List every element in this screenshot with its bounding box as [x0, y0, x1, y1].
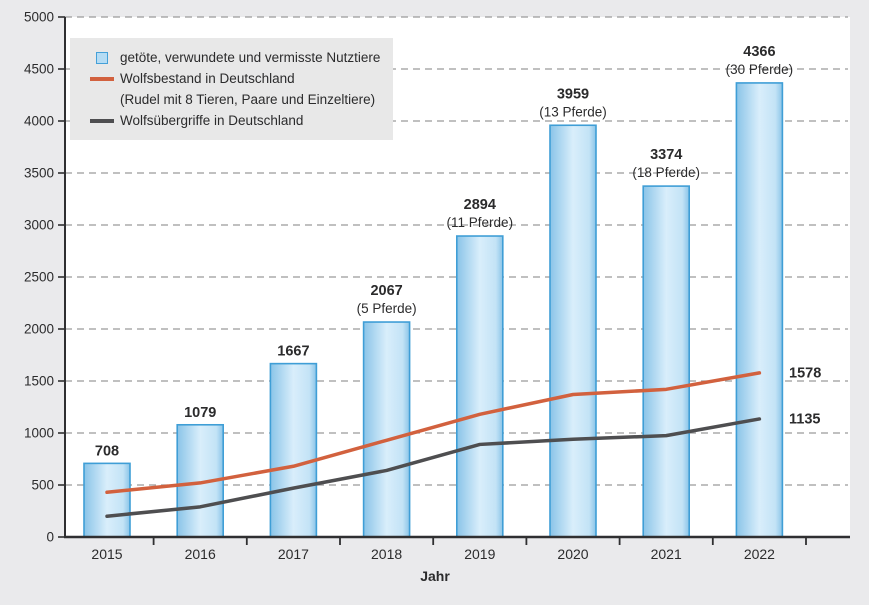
wolfsuebergriffe-line — [105, 417, 762, 518]
legend-item-wolfsuebergriffe: Wolfsübergriffe in Deutschland — [84, 110, 383, 131]
x-tick-label-2021: 2021 — [651, 546, 682, 562]
x-tick-label-2017: 2017 — [278, 546, 309, 562]
y-tick-label-2000: 2000 — [24, 322, 54, 337]
bar-value-2021: 3374 — [650, 147, 682, 163]
x-axis-title: Jahr — [420, 568, 450, 584]
bar-2022 — [735, 82, 784, 538]
y-tick-label-1000: 1000 — [24, 426, 54, 441]
y-tick-label-2500: 2500 — [24, 270, 54, 285]
legend-marker-cell — [84, 76, 120, 81]
x-tick-label-2018: 2018 — [371, 546, 402, 562]
legend-marker-cell — [84, 118, 120, 123]
y-tick-label-500: 500 — [31, 478, 54, 493]
bar-value-2015: 708 — [95, 443, 119, 459]
legend-item-nutztiere: getöte, verwundete und vermisste Nutztie… — [84, 47, 383, 68]
legend: getöte, verwundete und vermisste Nutztie… — [70, 38, 393, 140]
bar-annotation-2019: (11 Pferde) — [447, 215, 514, 230]
bar-value-2022: 4366 — [743, 44, 775, 60]
y-axis: 0 500 1000 1500 2000 2500 3000 3500 4000 4500 5000 — [24, 10, 66, 545]
wolfsuebergriffe-line-end-label: 1135 — [789, 411, 820, 427]
x-tick-label-2020: 2020 — [557, 546, 588, 562]
wolfsbestand-line-end-label: 1578 — [789, 365, 821, 381]
orange-line-icon — [90, 76, 114, 81]
bar-annotation-2022: (30 Pferde) — [726, 62, 794, 77]
bar-annotation-2020: (13 Pferde) — [539, 104, 607, 119]
y-tick-label-1500: 1500 — [24, 374, 54, 389]
wolfsbestand-line — [105, 371, 762, 495]
legend-item-wolfsbestand: Wolfsbestand in Deutschland — [84, 68, 383, 89]
y-tick-label-0: 0 — [46, 530, 54, 545]
bar-value-2019: 2894 — [464, 197, 496, 213]
bar-annotation-2021: (18 Pferde) — [632, 165, 700, 180]
bar-annotation-2018: (5 Pferde) — [357, 301, 417, 316]
legend-item-wolfsbestand-sub: (Rudel mit 8 Tieren, Paare und Einzeltie… — [84, 89, 383, 110]
bar-2018 — [362, 321, 411, 538]
bar-2015 — [83, 462, 131, 538]
bar-value-2020: 3959 — [557, 86, 589, 102]
bar-value-2016: 1079 — [184, 405, 216, 421]
legend-label: getöte, verwundete und vermisste Nutztie… — [120, 50, 381, 65]
y-tick-label-4000: 4000 — [24, 114, 54, 129]
legend-marker-cell — [84, 51, 120, 64]
bar-2019 — [455, 235, 504, 538]
gray-line-icon — [90, 118, 114, 123]
x-tick-label-2016: 2016 — [185, 546, 216, 562]
bar-value-2017: 1667 — [277, 344, 309, 360]
bar-value-2018: 2067 — [370, 283, 402, 299]
bar-2017 — [269, 362, 318, 538]
bar-swatch-icon — [96, 51, 108, 64]
x-tick-label-2015: 2015 — [91, 546, 122, 562]
legend-label: Wolfsübergriffe in Deutschland — [120, 113, 304, 128]
bar-2020 — [549, 124, 597, 538]
x-tick-label-2022: 2022 — [744, 546, 775, 562]
y-tick-label-4500: 4500 — [24, 62, 54, 77]
x-tick-label-2019: 2019 — [464, 546, 495, 562]
bar-2021 — [642, 185, 691, 538]
y-tick-label-3000: 3000 — [24, 218, 54, 233]
y-tick-label-5000: 5000 — [24, 10, 54, 25]
legend-sublabel: (Rudel mit 8 Tieren, Paare und Einzeltie… — [120, 92, 376, 107]
legend-label: Wolfsbestand in Deutschland — [120, 71, 295, 86]
y-tick-label-3500: 3500 — [24, 166, 54, 181]
x-axis: 2015 2016 2017 2018 2019 2020 2021 2022 Jahr — [64, 535, 850, 584]
